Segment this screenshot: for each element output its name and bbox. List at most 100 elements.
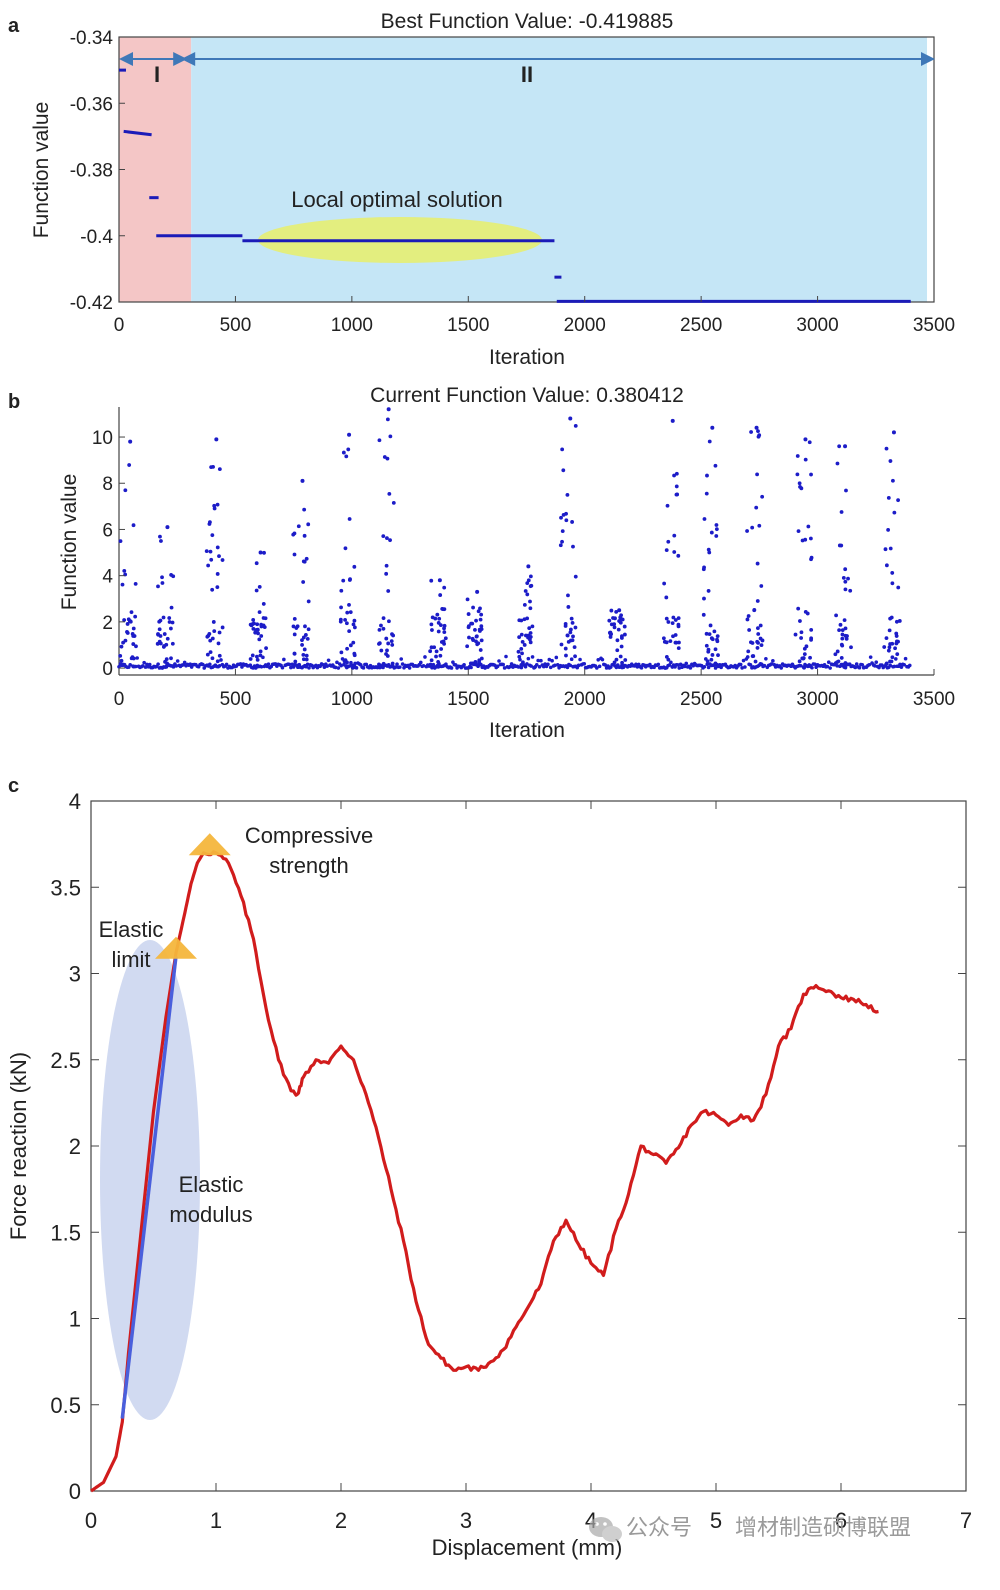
scatter-point <box>757 523 762 528</box>
scatter-point <box>560 447 565 452</box>
chart-b-x-ticks: 0 500 1000 1500 2000 2500 3000 3500 <box>114 669 955 710</box>
scatter-point <box>809 472 813 477</box>
scatter-point <box>164 642 169 647</box>
scatter-point <box>808 655 812 660</box>
y-tick-label: 0 <box>102 659 113 680</box>
scatter-point <box>868 655 873 659</box>
scatter-point <box>418 660 423 665</box>
scatter-point <box>473 659 478 664</box>
scatter-point <box>171 574 176 579</box>
scatter-point <box>516 665 521 669</box>
scatter-point <box>161 615 166 620</box>
y-tick-label: -0.4 <box>80 227 113 248</box>
scatter-point <box>889 615 894 620</box>
scatter-point <box>883 547 888 552</box>
scatter-point <box>525 581 530 586</box>
scatter-point <box>338 619 343 624</box>
scatter-point <box>523 664 528 669</box>
scatter-point <box>546 662 550 667</box>
scatter-point <box>443 636 448 641</box>
scatter-point <box>157 639 162 644</box>
scatter-point <box>386 641 391 646</box>
scatter-point <box>749 430 753 434</box>
x-tick-label: 6 <box>835 1508 847 1533</box>
scatter-point <box>570 638 575 643</box>
scatter-point <box>572 645 577 649</box>
compressive-strength-label-1: Compressive <box>245 823 373 848</box>
scatter-point <box>292 617 297 621</box>
scatter-point <box>479 612 484 617</box>
scatter-peak-point <box>347 432 352 437</box>
scatter-point <box>282 657 286 662</box>
y-tick-label: 1 <box>69 1307 81 1332</box>
scatter-point <box>902 662 906 667</box>
scatter-point <box>616 627 621 632</box>
scatter-point <box>596 657 601 662</box>
scatter-point <box>688 666 693 670</box>
scatter-point <box>280 665 285 670</box>
scatter-point <box>707 632 712 637</box>
scatter-point <box>755 472 759 477</box>
y-tick-label: -0.36 <box>70 94 113 115</box>
chart-a-xlabel: Iteration <box>489 346 565 369</box>
scatter-point <box>828 666 832 670</box>
scatter-point <box>897 619 902 623</box>
panel-a: a Best Function Value: -0.419885 I II Lo… <box>8 10 955 369</box>
elastic-limit-marker <box>155 936 197 959</box>
scatter-point <box>519 632 524 637</box>
scatter-point <box>215 572 220 576</box>
scatter-point <box>259 664 264 669</box>
scatter-point <box>379 648 384 653</box>
scatter-point <box>672 473 676 478</box>
scatter-point <box>254 628 259 632</box>
scatter-point <box>884 661 889 666</box>
x-tick-label: 3 <box>460 1508 472 1533</box>
scatter-point <box>307 666 311 670</box>
scatter-point <box>127 463 132 467</box>
elastic-modulus-line <box>120 956 178 1419</box>
scatter-point <box>217 467 222 472</box>
scatter-point <box>714 534 719 538</box>
scatter-point <box>769 662 774 666</box>
scatter-point <box>550 658 554 663</box>
scatter-point <box>678 662 683 667</box>
scatter-point <box>614 609 619 614</box>
scatter-peak-point <box>300 478 305 483</box>
scatter-point <box>266 662 271 666</box>
scatter-peak-point <box>843 444 848 449</box>
scatter-point <box>568 630 573 635</box>
scatter-point <box>347 517 352 521</box>
scatter-point <box>248 657 253 661</box>
scatter-point <box>381 534 386 539</box>
scatter-point <box>495 664 500 669</box>
scatter-point <box>208 650 213 655</box>
scatter-point <box>564 518 569 523</box>
scatter-point <box>441 639 446 644</box>
scatter-point <box>595 666 599 670</box>
x-tick-label: 2500 <box>680 315 722 336</box>
scatter-point <box>519 665 524 670</box>
scatter-point <box>600 657 605 662</box>
scatter-point <box>292 632 297 637</box>
scatter-point <box>526 656 531 661</box>
scatter-point <box>517 635 522 640</box>
scatter-point <box>398 665 402 669</box>
scatter-point <box>669 660 673 665</box>
scatter-point <box>142 660 146 665</box>
chart-c-ylabel: Force reaction (kN) <box>6 1052 31 1240</box>
scatter-point <box>860 662 865 667</box>
scatter-point <box>710 653 715 657</box>
scatter-point <box>339 663 343 668</box>
scatter-point <box>843 626 848 631</box>
scatter-point <box>125 630 129 634</box>
scatter-point <box>385 456 390 461</box>
region-arrows <box>119 52 936 66</box>
scatter-point <box>705 473 709 478</box>
scatter-point <box>758 662 763 666</box>
scatter-point <box>388 538 392 543</box>
scatter-point <box>702 517 707 521</box>
best-value-segment <box>123 129 152 137</box>
scatter-point <box>390 661 395 666</box>
scatter-point <box>676 624 681 629</box>
scatter-point <box>289 665 293 670</box>
